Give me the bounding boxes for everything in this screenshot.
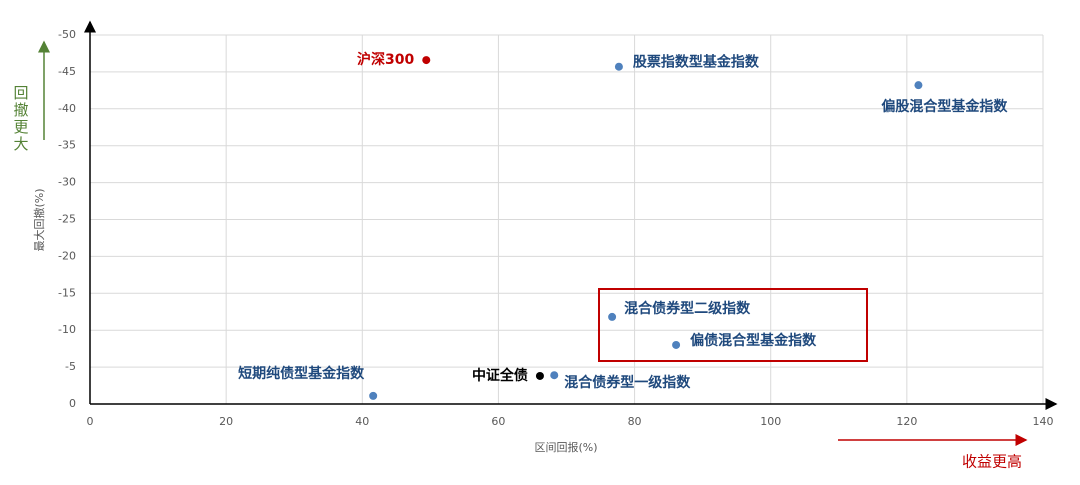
point-label: 短期纯债型基金指数 [238, 365, 365, 382]
point-label: 中证全债 [472, 367, 528, 384]
point [672, 340, 681, 349]
y-tick-label: -45 [58, 65, 76, 78]
y-tick-label: -5 [65, 360, 76, 373]
point-label: 偏债混合型基金指数 [690, 332, 817, 349]
point [608, 312, 617, 321]
x-tick-label: 100 [760, 415, 781, 428]
point [614, 62, 623, 71]
y-tick-label: -10 [58, 323, 76, 336]
y-tick-label: -35 [58, 139, 76, 152]
y-tick-label: -30 [58, 176, 76, 189]
point-label: 偏股混合型基金指数 [881, 98, 1008, 115]
x-tick-label: 60 [491, 415, 505, 428]
y-tick-label: -50 [58, 28, 76, 41]
y-tick-label: -15 [58, 286, 76, 299]
y-tick-label: -20 [58, 249, 76, 262]
point [535, 371, 544, 380]
point [914, 81, 923, 90]
x-tick-label: 80 [628, 415, 642, 428]
annotation: 收益更高 [962, 453, 1022, 471]
x-tick-label: 120 [896, 415, 917, 428]
point [550, 371, 559, 380]
y-tick-label: -25 [58, 213, 76, 226]
point-label: 混合债券型一级指数 [564, 374, 691, 391]
x-tick-label: 140 [1033, 415, 1054, 428]
x-axis-title: 区间回报(%) [534, 440, 597, 454]
point [369, 391, 378, 400]
x-tick-label: 40 [355, 415, 369, 428]
point-label: 股票指数型基金指数 [633, 54, 760, 71]
y-tick-label: -40 [58, 102, 76, 115]
y-tick-label: 0 [69, 397, 76, 410]
annotation: 回撤更大 [12, 85, 30, 153]
x-tick-label: 20 [219, 415, 233, 428]
y-axis-title: 最大回撤(%) [32, 188, 46, 251]
point [422, 56, 431, 65]
highlight-box [598, 288, 868, 362]
x-tick-label: 0 [87, 415, 94, 428]
point-label: 混合债券型二级指数 [624, 300, 751, 317]
point-label: 沪深300 [357, 51, 414, 68]
